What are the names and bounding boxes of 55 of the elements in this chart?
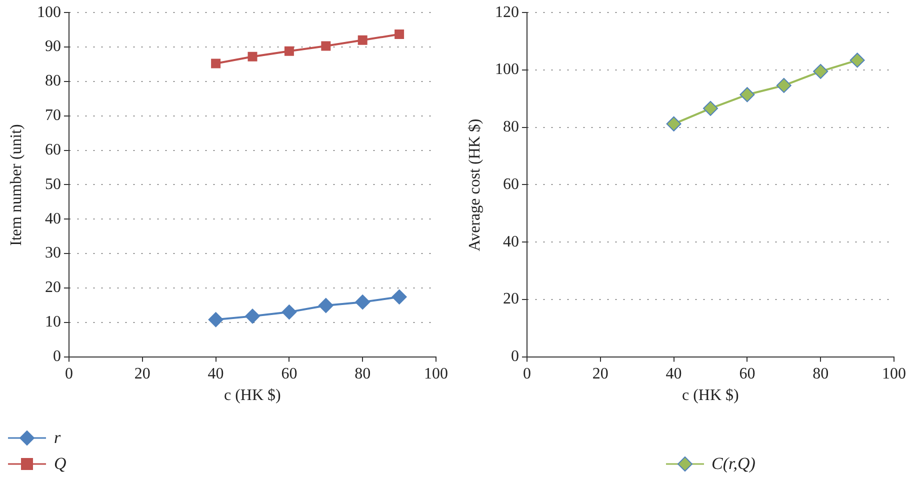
- legend-label: r: [54, 428, 61, 448]
- y-tick-label: 100: [37, 4, 61, 21]
- point: [208, 312, 224, 328]
- point: [318, 298, 334, 314]
- legend-label: Q: [54, 454, 66, 474]
- point: [248, 52, 258, 62]
- point: [740, 87, 755, 102]
- point: [211, 58, 221, 68]
- point: [284, 46, 294, 56]
- x-tick-label: 80: [812, 366, 829, 383]
- point: [813, 64, 828, 79]
- x-tick-label: 80: [354, 366, 371, 383]
- point: [703, 100, 718, 116]
- point: [392, 289, 407, 304]
- y-tick-label: 40: [503, 233, 519, 250]
- point: [358, 35, 368, 45]
- x-tick-label: 60: [281, 366, 298, 383]
- x-axis-title: c (HK $): [682, 386, 739, 405]
- y-tick-label: 60: [45, 141, 61, 158]
- point: [850, 52, 865, 68]
- legend-label: C(r,Q): [712, 454, 756, 474]
- point: [394, 30, 404, 40]
- y-tick-label: 50: [45, 176, 61, 193]
- x-tick-label: 20: [592, 366, 608, 383]
- point: [282, 304, 297, 320]
- y-tick-label: 40: [45, 210, 61, 228]
- y-tick-label: 0: [53, 348, 61, 366]
- y-tick-label: 90: [45, 38, 61, 56]
- y-tick-label: 80: [45, 72, 61, 90]
- y-tick-label: 60: [503, 176, 519, 193]
- y-tick-label: 0: [511, 348, 519, 366]
- x-tick-label: 20: [134, 366, 150, 383]
- y-tick-label: 10: [45, 314, 61, 331]
- y-tick-label: 30: [45, 244, 61, 262]
- y-axis-title: Item number (unit): [8, 124, 26, 246]
- x-tick-label: 40: [208, 366, 224, 383]
- y-tick-label: 20: [45, 279, 61, 296]
- x-tick-label: 100: [882, 366, 906, 383]
- x-tick-label: 0: [65, 366, 73, 383]
- x-axis-title: c (HK $): [224, 386, 281, 405]
- point: [666, 116, 682, 132]
- y-tick-label: 20: [503, 290, 519, 308]
- x-tick-label: 40: [666, 366, 682, 383]
- y-tick-label: 100: [495, 61, 519, 78]
- x-tick-label: 100: [424, 366, 448, 383]
- y-tick-label: 70: [45, 107, 61, 124]
- point: [776, 78, 792, 93]
- point: [355, 294, 370, 310]
- y-tick-label: 120: [495, 4, 519, 21]
- x-tick-label: 0: [523, 366, 531, 383]
- y-axis-title: Average cost (HK $): [466, 118, 484, 251]
- point: [321, 41, 331, 51]
- y-tick-label: 80: [503, 118, 519, 136]
- x-tick-label: 60: [739, 366, 756, 383]
- point: [245, 308, 260, 324]
